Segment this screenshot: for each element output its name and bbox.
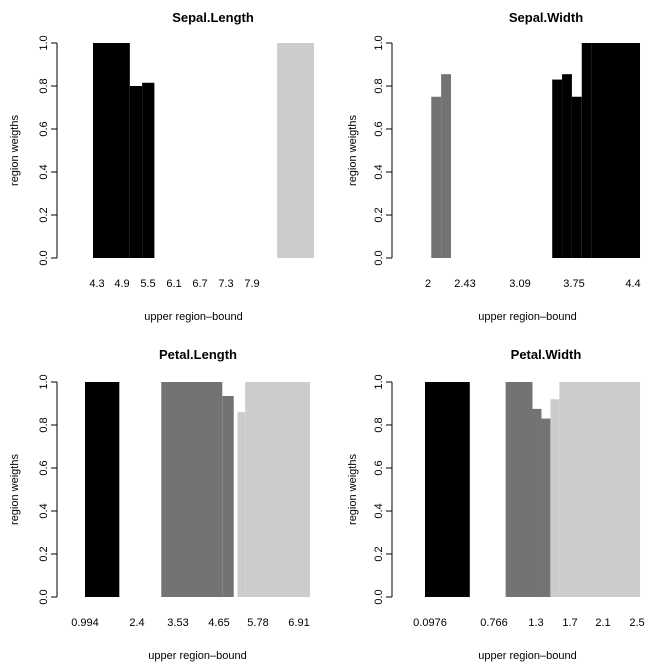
y-tick-label: 0.8 [373,78,385,93]
panel-1: Sepal.Width 0.0 0.2 0.4 0.6 0.8 1.0 region weig… [347,10,641,323]
bar [431,96,442,258]
panel-0: Sepal.Length 0.0 0.2 0.4 0.6 0.8 1.0 region wei… [9,10,314,323]
bar [222,395,234,597]
y-tick-label: 0.2 [38,207,50,222]
x-tick-label: 2.1 [595,617,610,629]
x-tick-label: 7.9 [244,278,259,290]
x-tick-label: 6.91 [288,617,309,629]
x-tick-label: 6.1 [166,278,181,290]
y-tick-label: 0.0 [38,250,50,265]
y-tick-label: 0.0 [38,589,50,604]
x-axis-label: upper region–bound [478,650,576,662]
y-tick-label: 0.6 [38,460,50,475]
y-tick-label: 0.2 [373,546,385,561]
bar [93,43,130,258]
bar [425,382,470,597]
y-axis-label: region weigths [347,454,359,525]
x-axis-label: upper region–bound [144,311,242,323]
y-tick-label: 0.8 [373,417,385,432]
x-tick-label: 2.43 [454,278,475,290]
bar [129,86,143,258]
y-tick-label: 0.8 [38,417,50,432]
x-axis-label: upper region–bound [478,311,576,323]
y-tick-label: 0.4 [373,164,385,179]
bar [581,43,592,258]
y-axis-label: region weigths [9,115,21,186]
chart-title: Petal.Width [511,347,582,362]
bar [559,382,641,597]
y-tick-label: 0.2 [38,546,50,561]
x-tick-label: 1.7 [562,617,577,629]
y-tick-label: 1.0 [38,374,50,389]
bar [550,399,560,597]
y-tick-label: 0.0 [373,250,385,265]
bar [532,408,542,598]
y-tick-label: 0.4 [373,503,385,518]
bar [237,412,246,597]
x-tick-label: 2.5 [629,617,644,629]
x-tick-label: 0.994 [71,617,99,629]
bar [552,79,563,258]
x-tick-label: 3.09 [509,278,530,290]
y-tick-label: 1.0 [373,35,385,50]
x-tick-label: 4.4 [625,278,640,290]
bar [541,418,551,597]
bar [441,74,451,259]
panel-2: Petal.Length 0.0 0.2 0.4 0.6 0.8 1.0 region wei… [9,347,310,662]
y-tick-label: 1.0 [373,374,385,389]
bar [245,382,310,597]
x-tick-label: 3.53 [167,617,188,629]
y-tick-label: 0.6 [38,121,50,136]
x-tick-label: 5.78 [247,617,268,629]
x-tick-label: 1.3 [528,617,543,629]
y-tick-label: 0.6 [373,460,385,475]
x-tick-label: 0.766 [480,617,508,629]
chart-title: Petal.Length [159,347,237,362]
y-tick-label: 0.8 [38,78,50,93]
bar [571,96,582,258]
x-tick-label: 4.3 [89,278,104,290]
bar [562,74,572,259]
chart-title: Sepal.Length [172,10,254,25]
y-tick-label: 0.0 [373,589,385,604]
y-axis-label: region weigths [347,115,359,186]
bar [85,382,120,597]
x-tick-label: 4.65 [208,617,229,629]
bar [505,382,533,597]
x-tick-label: 2.4 [129,617,144,629]
x-tick-label: 3.75 [563,278,584,290]
x-tick-label: 5.5 [140,278,155,290]
bar [591,43,641,258]
y-tick-label: 0.4 [38,164,50,179]
chart-title: Sepal.Width [509,10,583,25]
bar [142,82,155,258]
panel-3: Petal.Width 0.0 0.2 0.4 0.6 0.8 1.0 region weig… [347,347,645,662]
x-tick-label: 4.9 [114,278,129,290]
y-axis-label: region weigths [9,454,21,525]
x-axis-label: upper region–bound [148,650,246,662]
x-tick-label: 6.7 [192,278,207,290]
x-tick-label: 0.0976 [413,617,447,629]
bar [161,382,223,597]
y-tick-label: 0.2 [373,207,385,222]
y-tick-label: 0.6 [373,121,385,136]
x-tick-label: 7.3 [218,278,233,290]
y-tick-label: 1.0 [38,35,50,50]
x-tick-label: 2 [425,278,431,290]
bar [277,43,314,258]
y-tick-label: 0.4 [38,503,50,518]
